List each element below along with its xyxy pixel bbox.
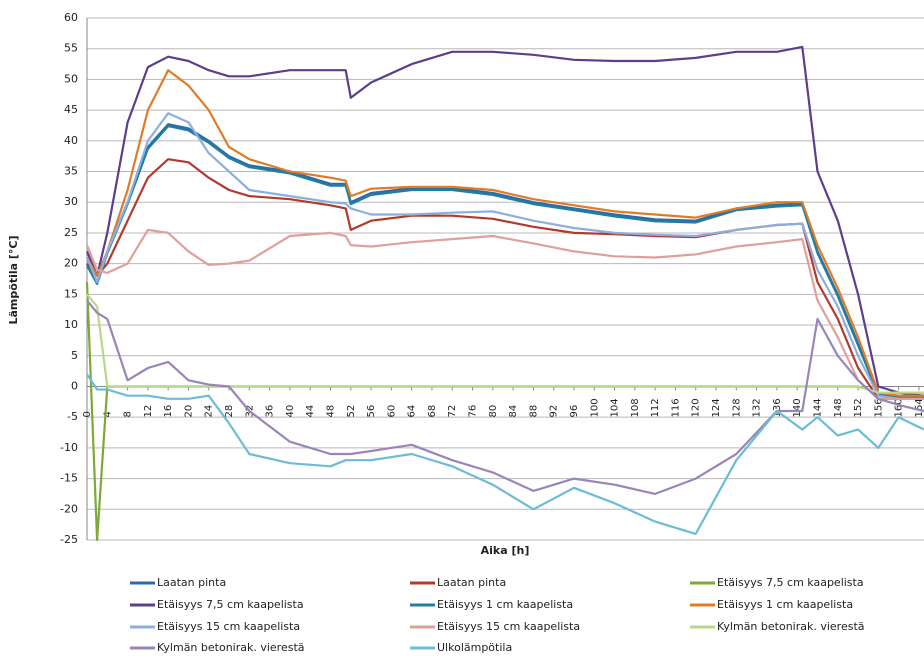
x-tick-label: 12 [143,405,154,418]
x-tick-label: 132 [752,398,763,417]
series-line [85,112,924,400]
legend-label: Etäisyys 1 cm kaapelista [437,598,573,611]
y-tick-label: -5 [67,410,78,423]
series-line [86,373,924,535]
y-axis-title: Lämpötila [°C] [7,235,20,324]
y-tick-label: -25 [60,533,78,546]
x-tick-label: 8 [123,411,134,417]
series-line [86,69,924,397]
x-tick-label: 112 [650,398,661,417]
series-line [86,125,924,399]
x-tick-label: 0 [82,411,93,417]
y-tick-label: 35 [64,165,78,178]
x-tick-label: 128 [731,398,742,417]
legend-label: Laatan pinta [437,576,506,589]
legend-label: Kylmän betonirak. vierestä [717,620,865,633]
x-tick-label: 88 [528,405,539,418]
y-tick-label: -15 [60,472,78,485]
y-tick-label: 25 [64,226,78,239]
y-tick-label: 15 [64,287,78,300]
legend-label: Etäisyys 7,5 cm kaapelista [717,576,864,589]
x-tick-label: 156 [873,398,884,417]
series-line [86,158,924,400]
x-tick-label: 48 [325,405,336,418]
y-tick-label: 60 [64,11,78,24]
y-tick-label: 0 [71,379,78,392]
legend-label: Laatan pinta [157,576,226,589]
x-tick-label: 72 [447,405,458,418]
x-tick-label: 68 [427,405,438,418]
x-axis-title: Aika [h] [481,544,530,557]
y-tick-label: 40 [64,134,78,147]
x-tick-label: 80 [488,405,499,418]
x-tick-label: 124 [711,398,722,417]
x-tick-label: 44 [305,405,316,418]
x-tick-label: 144 [812,398,823,417]
x-tick-label: 16 [163,405,174,418]
x-tick-label: 60 [386,405,397,418]
legend-label: Ulkolämpötila [437,641,512,654]
x-tick-label: 28 [224,405,235,418]
y-tick-label: 55 [64,42,78,55]
y-tick-label: -10 [60,441,78,454]
x-tick-label: 4 [102,411,113,417]
y-tick-label: 20 [64,257,78,270]
x-tick-label: 160 [894,398,905,417]
x-tick-label: 36 [265,405,276,418]
legend-label: Etäisyys 15 cm kaapelista [157,620,300,633]
x-tick-label: 104 [610,398,621,417]
x-tick-label: 56 [366,405,377,418]
x-tick-label: 64 [407,405,418,418]
x-tick-label: 116 [670,398,681,417]
x-tick-label: 108 [630,398,641,417]
series-line [86,293,924,394]
legend-label: Etäisyys 15 cm kaapelista [437,620,580,633]
x-tick-label: 40 [285,405,296,418]
x-tick-label: 76 [468,405,479,418]
y-tick-label: 10 [64,318,78,331]
series-line [86,299,924,495]
x-tick-label: 148 [833,398,844,417]
y-tick-label: 45 [64,103,78,116]
x-tick-label: 52 [346,405,357,418]
x-tick-label: 84 [508,405,519,418]
x-tick-label: 136 [772,398,783,417]
legend-label: Etäisyys 7,5 cm kaapelista [157,598,304,611]
x-tick-label: 100 [589,398,600,417]
x-tick-label: 152 [853,398,864,417]
y-tick-label: 5 [71,349,78,362]
legend-label: Etäisyys 1 cm kaapelista [717,598,853,611]
x-tick-label: 164 [914,398,924,417]
x-tick-label: 96 [569,405,580,418]
series-line [85,45,924,397]
x-tick-label: 20 [183,405,194,418]
x-tick-label: 92 [549,405,560,418]
series-line [85,228,924,400]
x-tick-label: 120 [691,398,702,417]
series-line [86,123,924,397]
y-tick-label: 30 [64,195,78,208]
y-tick-label: 50 [64,72,78,85]
x-tick-label: 140 [792,398,803,417]
x-tick-label: 24 [204,405,215,418]
y-tick-label: -20 [60,502,78,515]
legend-label: Kylmän betonirak. vierestä [157,641,305,654]
